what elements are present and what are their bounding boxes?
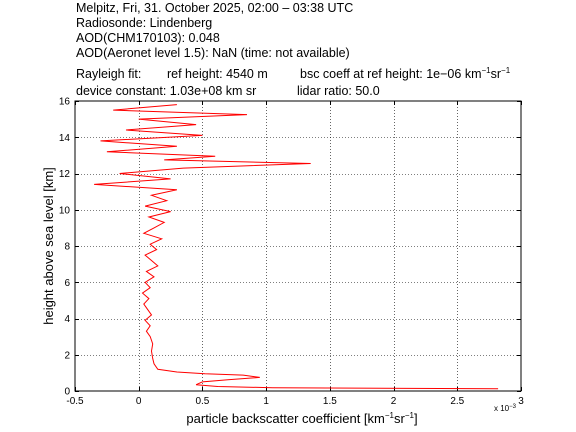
title-bsc-coeff: bsc coeff at ref height: 1e−06 km−1sr−1 [300, 66, 511, 82]
x-tick-label: 0.5 [195, 396, 209, 407]
y-axis-label: height above sea level [km] [41, 167, 56, 325]
title-line-location-time: Melpitz, Fri, 31. October 2025, 02:00 – … [76, 1, 354, 15]
y-tick-label: 8 [64, 242, 70, 253]
title-rayleigh-label: Rayleigh fit: [76, 67, 142, 81]
x-tick-label: 1 [263, 396, 269, 407]
title-ref-height: ref height: 4540 m [167, 67, 268, 81]
y-tick-label: 10 [59, 205, 71, 216]
x-scale-multiplier: x 10−3 [494, 404, 516, 413]
x-tick-labels: -0.5 0 0.5 1 1.5 2 2.5 3 [66, 396, 524, 407]
y-tick-label: 12 [59, 169, 71, 180]
x-tick-label: 0 [136, 396, 142, 407]
y-tick-labels: 0 2 4 6 8 10 12 14 16 [59, 97, 71, 398]
title-device-constant: device constant: 1.03e+08 km sr [76, 84, 257, 98]
x-tick-label: 1.5 [323, 396, 337, 407]
title-line-radiosonde: Radiosonde: Lindenberg [76, 16, 213, 30]
y-tick-label: 4 [64, 314, 70, 325]
title-lidar-ratio: lidar ratio: 50.0 [297, 84, 380, 98]
x-tick-label: 2 [391, 396, 397, 407]
title-line-aod-chm: AOD(CHM170103): 0.048 [76, 31, 220, 45]
y-tick-label: 2 [64, 350, 70, 361]
x-tick-label: 3 [518, 396, 524, 407]
x-tick-label: -0.5 [66, 396, 84, 407]
plot-frame [74, 100, 522, 392]
y-tick-label: 0 [64, 387, 70, 398]
y-tick-label: 6 [64, 278, 70, 289]
plot-area-background [75, 101, 521, 391]
y-tick-label: 14 [59, 133, 71, 144]
x-axis-label: particle backscatter coefficient [km−1sr… [186, 411, 417, 426]
title-line-aod-aeronet: AOD(Aeronet level 1.5): NaN (time: not a… [76, 46, 350, 60]
backscatter-series-line [94, 104, 499, 390]
x-tick-label: 2.5 [450, 396, 464, 407]
y-tick-label: 16 [59, 97, 71, 108]
